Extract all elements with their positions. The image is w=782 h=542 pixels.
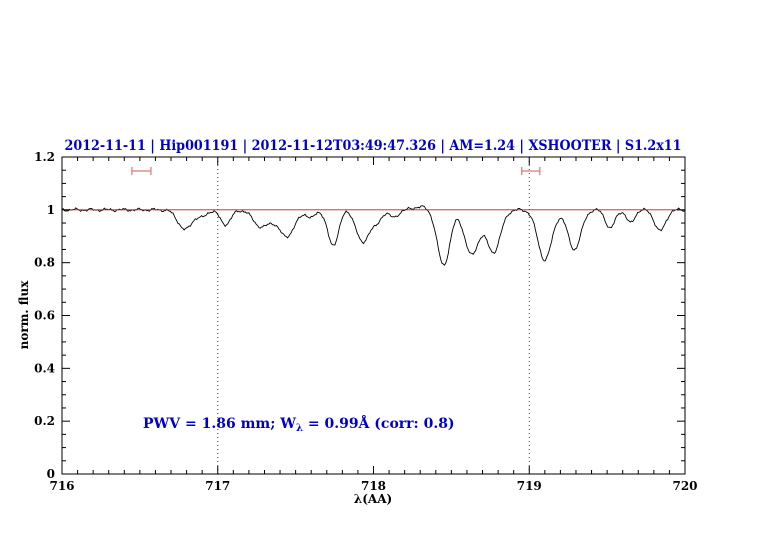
pwv-annotation: PWV = 1.86 mm; Wλ = 0.99Å (corr: 0.8) — [143, 414, 455, 434]
y-tick-label: 0 — [47, 467, 55, 481]
y-tick-label: 0.8 — [34, 256, 55, 270]
spectrum-line — [61, 205, 686, 266]
x-tick-label: 718 — [361, 479, 386, 493]
plot-title: 2012-11-11 | Hip001191 | 2012-11-12T03:4… — [65, 138, 682, 154]
x-tick-label: 716 — [49, 479, 74, 493]
y-tick-label: 0.2 — [34, 414, 55, 428]
x-tick-label: 720 — [672, 479, 697, 493]
y-tick-label: 0.6 — [34, 309, 55, 323]
y-tick-label: 1.2 — [34, 150, 55, 164]
y-axis-label: norm. flux — [17, 280, 31, 350]
x-axis-label: λ(AA) — [354, 492, 392, 506]
y-tick-label: 0.4 — [34, 361, 55, 375]
x-tick-label: 719 — [517, 479, 542, 493]
y-tick-label: 1 — [47, 203, 55, 217]
x-tick-label: 717 — [205, 479, 230, 493]
